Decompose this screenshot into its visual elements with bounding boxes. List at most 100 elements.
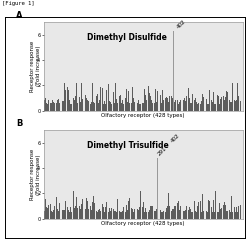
Bar [77, 208, 78, 219]
Bar [92, 202, 93, 219]
Bar [142, 207, 143, 219]
Bar [158, 208, 159, 219]
Bar [221, 208, 222, 219]
Bar [176, 100, 177, 111]
Bar [202, 194, 203, 219]
Bar [77, 103, 78, 111]
Bar [90, 104, 91, 111]
Bar [75, 96, 76, 111]
Bar [239, 191, 240, 219]
Bar [129, 103, 130, 111]
Bar [81, 83, 82, 111]
Bar [225, 97, 226, 111]
Bar [60, 198, 61, 219]
Bar [89, 212, 90, 219]
Bar [213, 92, 214, 111]
Bar [132, 209, 133, 219]
Bar [212, 102, 213, 111]
Bar [84, 207, 85, 219]
Bar [175, 100, 176, 111]
Bar [212, 212, 213, 219]
Bar [138, 210, 139, 219]
Bar [114, 211, 115, 219]
Bar [141, 100, 142, 111]
Bar [54, 198, 55, 219]
Bar [119, 210, 120, 219]
Bar [96, 210, 97, 219]
Bar [204, 102, 205, 111]
Bar [158, 87, 159, 111]
Bar [101, 199, 102, 219]
Bar [227, 92, 228, 111]
Bar [102, 88, 103, 111]
Bar [67, 103, 68, 111]
Bar [148, 212, 149, 219]
Bar [50, 204, 51, 219]
Bar [144, 212, 145, 219]
Text: A: A [16, 11, 22, 20]
Bar [153, 103, 154, 111]
Bar [209, 90, 210, 111]
Bar [115, 211, 116, 219]
Bar [126, 205, 127, 219]
Bar [230, 212, 231, 219]
X-axis label: Olfactory receptor (428 types): Olfactory receptor (428 types) [102, 221, 185, 226]
Bar [197, 206, 198, 219]
Bar [198, 211, 199, 219]
Bar [147, 210, 148, 219]
Bar [99, 100, 100, 111]
Bar [211, 209, 212, 219]
Bar [44, 100, 45, 111]
Bar [204, 205, 205, 219]
Bar [240, 205, 241, 219]
Bar [200, 201, 201, 219]
Bar [123, 207, 124, 219]
Bar [157, 208, 158, 219]
Bar [151, 100, 152, 111]
Bar [47, 208, 48, 219]
Bar [193, 207, 194, 219]
X-axis label: Olfactory receptor (428 types): Olfactory receptor (428 types) [102, 113, 185, 118]
Bar [208, 104, 209, 111]
Bar [127, 209, 128, 219]
Bar [72, 199, 73, 219]
Bar [218, 96, 219, 111]
Bar [159, 210, 160, 219]
Bar [59, 104, 60, 111]
Bar [136, 206, 137, 219]
Bar [184, 211, 185, 219]
Bar [108, 84, 109, 111]
Bar [72, 103, 73, 111]
Bar [224, 201, 225, 219]
Bar [233, 102, 234, 111]
Bar [132, 87, 133, 111]
Bar [190, 103, 191, 111]
Bar [172, 209, 173, 219]
Bar [44, 210, 45, 219]
Bar [181, 103, 182, 111]
Bar [92, 83, 93, 111]
Bar [135, 93, 136, 111]
Bar [66, 208, 67, 219]
Bar [60, 96, 61, 111]
Bar [152, 98, 153, 111]
Bar [179, 210, 180, 219]
Bar [209, 201, 210, 219]
Bar [130, 208, 131, 219]
Bar [107, 212, 108, 219]
Bar [234, 100, 235, 111]
Bar [166, 97, 167, 111]
Bar [182, 104, 183, 111]
Bar [152, 191, 153, 219]
Bar [164, 83, 165, 111]
Bar [54, 97, 55, 111]
Bar [197, 104, 198, 111]
Bar [236, 207, 237, 219]
Bar [146, 211, 147, 219]
Bar [56, 103, 57, 111]
Bar [172, 98, 173, 111]
Bar [170, 101, 171, 111]
Bar [121, 103, 122, 111]
Bar [208, 200, 209, 219]
Bar [115, 83, 116, 111]
